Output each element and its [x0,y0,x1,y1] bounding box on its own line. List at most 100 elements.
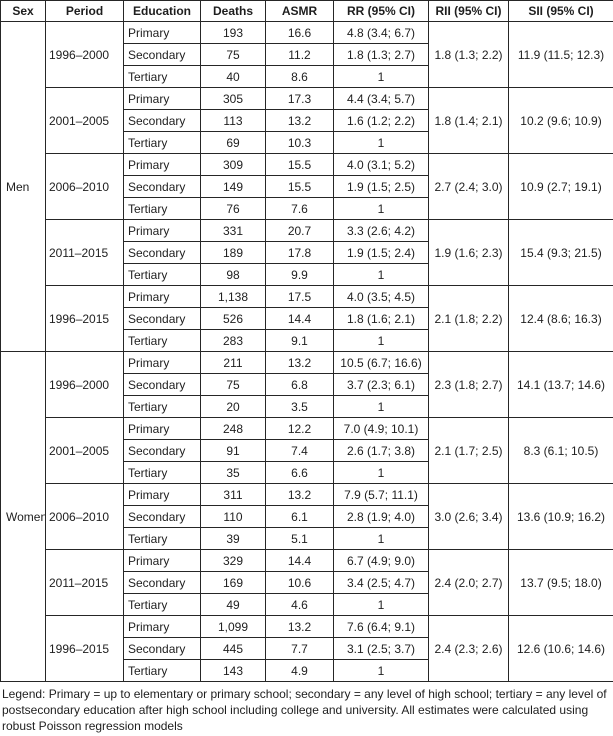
cell-rii: 2.3 (1.8; 2.7) [428,351,509,418]
cell-rr: 2.8 (1.9; 4.0) [333,505,429,528]
cell-rii: 2.7 (2.4; 3.0) [428,153,509,220]
cell-deaths: 193 [200,21,266,44]
cell-sii: 10.2 (9.6; 10.9) [508,87,613,154]
cell-deaths: 49 [200,593,266,616]
mortality-inequality-table: Sex Period Education Deaths ASMR RR (95%… [0,0,613,682]
cell-rr: 7.0 (4.9; 10.1) [333,417,429,440]
cell-education: Primary [123,483,201,506]
table-row: Women 1996–2000 Primary 211 13.2 10.5 (6.7; 1… [0,351,613,682]
table-body: Men 1996–2000 Primary 193 16.6 4.8 (3.4; 6.7)… [0,21,613,682]
cell-education: Tertiary [123,461,201,484]
cell-education: Secondary [123,505,201,528]
cell-rii: 3.0 (2.6; 3.4) [428,483,509,550]
table-row: 2001–2005 Primary 305 17.3 4.4 (3.4; 5.7) 1.8… [1,87,613,154]
cell-rr: 3.4 (2.5; 4.7) [333,571,429,594]
table-row: 2011–2015 Primary 331 20.7 3.3 (2.6; 4.2) 1.9… [1,219,613,286]
cell-asmr: 17.3 [265,87,334,110]
cell-period: 2001–2005 [45,417,124,484]
table-row: Secondary 75 11.2 1.8 (1.3; 2.7) [1,43,613,66]
cell-rr: 1 [333,593,429,616]
cell-asmr: 5.1 [265,527,334,550]
cell-rr: 1 [333,263,429,286]
cell-asmr: 15.5 [265,153,334,176]
header-asmr: ASMR [265,0,334,22]
header-period: Period [45,0,124,22]
cell-education: Secondary [123,571,201,594]
cell-sii: 12.4 (8.6; 16.3) [508,285,613,352]
cell-asmr: 16.6 [265,21,334,44]
table-row: Men 1996–2000 Primary 193 16.6 4.8 (3.4; 6.7)… [0,21,613,352]
cell-deaths: 283 [200,329,266,352]
cell-education: Secondary [123,43,201,66]
cell-asmr: 20.7 [265,219,334,242]
cell-deaths: 98 [200,263,266,286]
table-row: 2001–2005 Primary 248 12.2 7.0 (4.9; 10.1) 2.… [1,417,613,484]
table-row: Tertiary 35 6.6 1 [1,461,613,484]
cell-deaths: 75 [200,373,266,396]
table-row: 1996–2015 Primary 1,099 13.2 7.6 (6.4; 9.1) 2… [1,615,613,682]
cell-education: Tertiary [123,197,201,220]
cell-education: Primary [123,219,201,242]
cell-deaths: 331 [200,219,266,242]
cell-deaths: 248 [200,417,266,440]
cell-deaths: 189 [200,241,266,264]
table-row: Secondary 149 15.5 1.9 (1.5; 2.5) [1,175,613,198]
cell-sii: 12.6 (10.6; 14.6) [508,615,613,682]
cell-period: 2011–2015 [45,219,124,286]
cell-period: 1996–2000 [45,351,124,418]
table-row: Secondary 526 14.4 1.8 (1.6; 2.1) [1,307,613,330]
cell-education: Secondary [123,637,201,660]
cell-asmr: 3.5 [265,395,334,418]
table-row: Secondary 110 6.1 2.8 (1.9; 4.0) [1,505,613,528]
cell-period: 2001–2005 [45,87,124,154]
cell-sex: Men [0,21,46,352]
cell-deaths: 1,138 [200,285,266,308]
cell-education: Secondary [123,241,201,264]
cell-rii: 1.8 (1.3; 2.2) [428,21,509,88]
header-sii: SII (95% CI) [508,0,613,22]
cell-education: Tertiary [123,65,201,88]
cell-rr: 3.3 (2.6; 4.2) [333,219,429,242]
cell-sii: 15.4 (9.3; 21.5) [508,219,613,286]
table-row: 2006–2010 Primary 309 15.5 4.0 (3.1; 5.2) 2.7… [1,153,613,220]
cell-education: Primary [123,549,201,572]
cell-education: Primary [123,153,201,176]
cell-education: Tertiary [123,131,201,154]
cell-period: 2006–2010 [45,153,124,220]
cell-education: Tertiary [123,329,201,352]
cell-rr: 1 [333,461,429,484]
cell-education: Tertiary [123,527,201,550]
cell-period: 2011–2015 [45,549,124,616]
cell-rr: 1 [333,197,429,220]
table-row: Tertiary 49 4.6 1 [1,593,613,616]
cell-asmr: 14.4 [265,307,334,330]
table-row: 2006–2010 Primary 311 13.2 7.9 (5.7; 11.1) 3.… [1,483,613,550]
cell-rr: 4.4 (3.4; 5.7) [333,87,429,110]
cell-education: Primary [123,417,201,440]
cell-asmr: 4.6 [265,593,334,616]
cell-period: 1996–2015 [45,615,124,682]
cell-asmr: 14.4 [265,549,334,572]
cell-rr: 1.9 (1.5; 2.5) [333,175,429,198]
cell-asmr: 10.6 [265,571,334,594]
cell-deaths: 110 [200,505,266,528]
cell-asmr: 7.4 [265,439,334,462]
cell-education: Tertiary [123,395,201,418]
cell-rii: 1.8 (1.4; 2.1) [428,87,509,154]
cell-deaths: 69 [200,131,266,154]
cell-rr: 4.0 (3.5; 4.5) [333,285,429,308]
cell-rr: 10.5 (6.7; 16.6) [333,351,429,374]
cell-asmr: 10.3 [265,131,334,154]
cell-sii: 11.9 (11.5; 12.3) [508,21,613,88]
cell-sii: 10.9 (2.7; 19.1) [508,153,613,220]
cell-deaths: 1,099 [200,615,266,638]
cell-education: Tertiary [123,659,201,682]
cell-rr: 1 [333,527,429,550]
cell-sii: 8.3 (6.1; 10.5) [508,417,613,484]
cell-sex: Women [0,351,46,682]
cell-rr: 7.6 (6.4; 9.1) [333,615,429,638]
cell-deaths: 526 [200,307,266,330]
cell-rr: 7.9 (5.7; 11.1) [333,483,429,506]
table-row: Secondary 169 10.6 3.4 (2.5; 4.7) [1,571,613,594]
cell-deaths: 76 [200,197,266,220]
